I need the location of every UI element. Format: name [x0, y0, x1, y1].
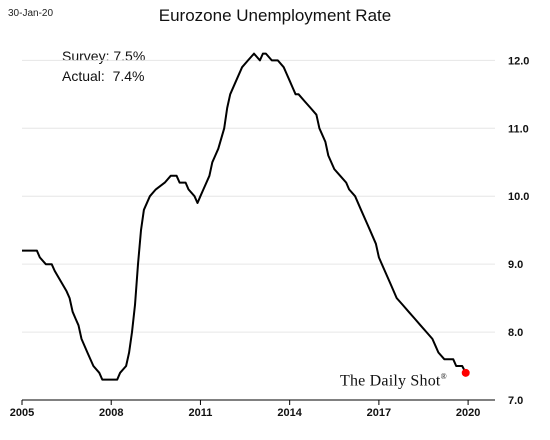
y-tick-label: 12.0 — [508, 55, 529, 67]
date-stamp: 30-Jan-20 — [8, 8, 54, 19]
x-tick-label: 2008 — [99, 407, 123, 419]
series-line-unemployment — [22, 52, 467, 381]
annotation-actual-value: 7.4% — [112, 68, 145, 84]
registered-mark: ® — [440, 372, 447, 381]
y-tick-label: 7.0 — [508, 395, 523, 407]
annotation-actual: Actual: 7.4% — [62, 68, 145, 84]
x-tick-label: 2017 — [367, 407, 391, 419]
x-axis-ticks: 2005 2008 2011 2014 2017 2020 — [10, 400, 480, 419]
y-tick-label: 11.0 — [508, 123, 529, 135]
gridlines — [22, 59, 495, 333]
y-tick-label: 10.0 — [508, 191, 529, 203]
y-tick-label: 9.0 — [508, 259, 523, 271]
watermark-text: The Daily Shot — [340, 372, 441, 390]
x-tick-label: 2011 — [189, 407, 213, 419]
y-tick-label: 8.0 — [508, 327, 523, 339]
x-tick-label: 2005 — [10, 407, 34, 419]
y-axis-ticks: 7.0 8.0 9.0 10.0 11.0 12.0 — [508, 55, 529, 407]
chart-title: Eurozone Unemployment Rate — [158, 6, 392, 25]
annotation-actual-label: Actual: — [62, 68, 105, 84]
x-tick-label: 2014 — [277, 407, 302, 419]
watermark-logo: The Daily Shot® — [340, 372, 447, 390]
x-tick-label: 2020 — [456, 407, 480, 419]
latest-value-marker — [461, 368, 470, 377]
